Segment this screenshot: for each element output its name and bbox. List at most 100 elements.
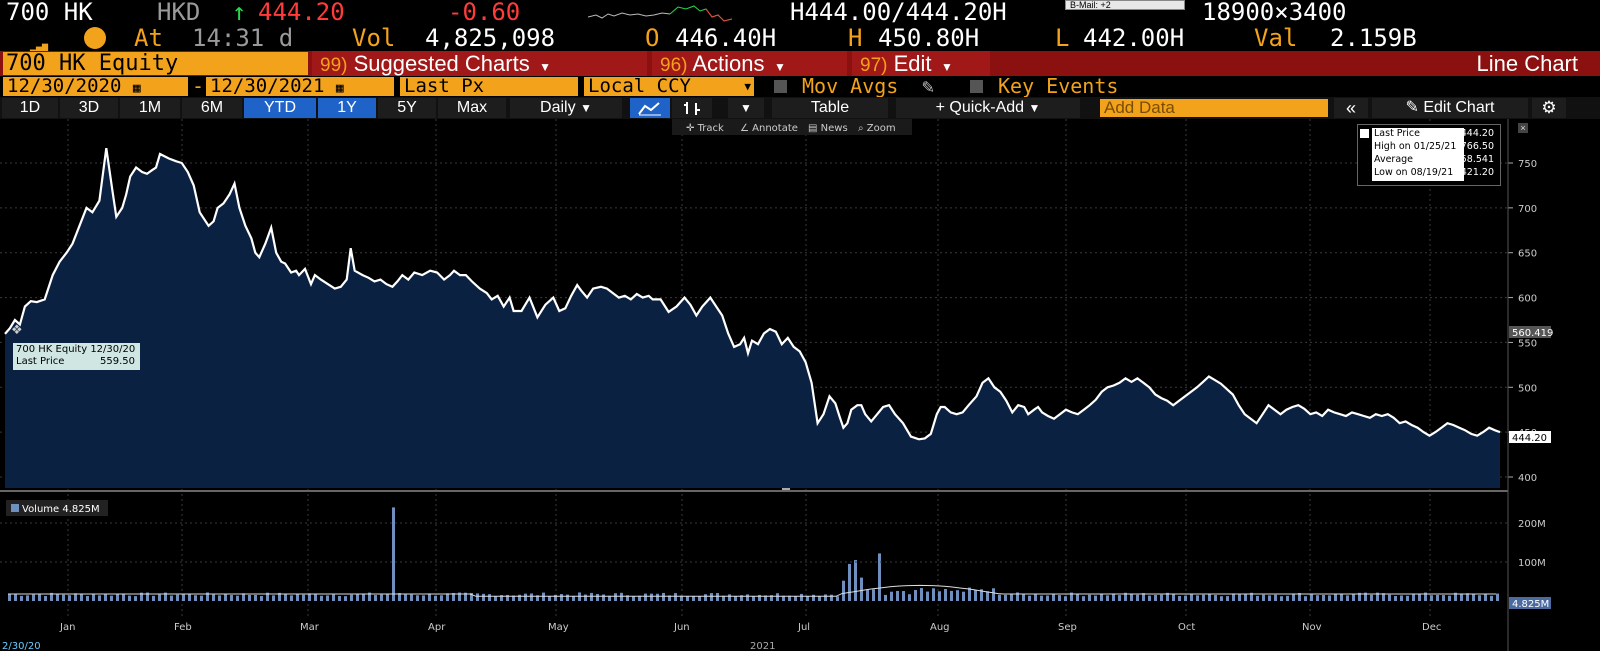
suggested-charts-button[interactable]: 99) Suggested Charts ▼ — [312, 51, 647, 76]
range-5y[interactable]: 5Y — [378, 98, 436, 118]
chevron-down-icon[interactable]: ▼ — [728, 98, 764, 118]
table-button[interactable]: Table — [772, 98, 888, 118]
volume-bar — [518, 594, 521, 601]
volume-bar — [212, 594, 215, 601]
volume-bar — [920, 588, 923, 601]
volume-bar — [1016, 592, 1019, 601]
end-date-field[interactable]: 12/30/2021 ▦ — [206, 77, 394, 96]
add-data-input[interactable]: Add Data — [1100, 99, 1328, 117]
volume-bar — [548, 596, 551, 601]
volume-bar — [1340, 594, 1343, 601]
volume-bar — [1094, 595, 1097, 601]
volume-bar — [1166, 592, 1169, 601]
volume-bar — [1382, 593, 1385, 601]
volume-bar — [1292, 593, 1295, 601]
volume-bar — [32, 594, 35, 601]
volume-bar — [1154, 594, 1157, 601]
volume-bar — [1160, 594, 1163, 601]
range-6m[interactable]: 6M — [182, 98, 242, 118]
line-chart-icon[interactable] — [630, 98, 670, 118]
volume-bar — [1088, 594, 1091, 601]
volume-bar — [962, 591, 965, 601]
volume-bar — [302, 594, 305, 601]
calendar-icon[interactable]: ▦ — [335, 81, 344, 96]
pencil-icon[interactable]: ✎ — [922, 74, 935, 98]
range-ytd[interactable]: YTD — [244, 98, 316, 118]
date-start-label: 2/30/20 — [2, 641, 41, 651]
volume-tick-label: 200M — [1518, 519, 1546, 530]
start-date-field[interactable]: 12/30/2020 ▦ — [3, 77, 188, 96]
period-select[interactable]: Daily ▼ — [510, 98, 622, 118]
volume-bar — [416, 595, 419, 601]
zoom-tool[interactable]: ⌕ Zoom — [858, 123, 896, 134]
price-tick-label: 750 — [1518, 159, 1537, 170]
volume-bar — [488, 594, 491, 601]
speedometer-icon[interactable] — [84, 27, 106, 49]
volume-bar — [950, 590, 953, 601]
calendar-icon[interactable]: ▦ — [132, 81, 141, 96]
range-max[interactable]: Max — [438, 98, 506, 118]
range-1d[interactable]: 1D — [2, 98, 58, 118]
key-events-label: Key Events — [998, 74, 1119, 98]
volume-bar — [266, 592, 269, 601]
ohlc-bars-icon[interactable] — [672, 98, 712, 118]
volume-bar — [374, 595, 377, 601]
volume-bar — [1052, 594, 1055, 601]
suggested-charts-num: 99) — [320, 55, 348, 76]
edit-chart-button[interactable]: ✎ Edit Chart — [1372, 98, 1528, 118]
volume-bar — [1268, 595, 1271, 601]
security-field[interactable]: 700 HK Equity — [3, 52, 308, 75]
volume-bar — [794, 596, 797, 601]
range-1y[interactable]: 1Y — [318, 98, 376, 118]
close-icon[interactable]: × — [1518, 123, 1528, 133]
edit-button[interactable]: 97) Edit ▼ — [852, 51, 990, 76]
volume-bar — [1346, 595, 1349, 601]
volume-bar — [26, 595, 29, 601]
collapse-icon[interactable]: « — [1334, 98, 1368, 118]
volume-bar — [590, 592, 593, 601]
period-value: Daily — [540, 99, 576, 116]
news-tool[interactable]: ▤ News — [808, 123, 848, 134]
volume-bar — [1070, 592, 1073, 601]
volume-bar — [440, 595, 443, 601]
volume-bar — [848, 563, 851, 601]
quick-add-button[interactable]: + Quick-Add ▼ — [896, 98, 1080, 118]
volume-bar — [1280, 596, 1283, 601]
track-tool[interactable]: ✛ Track — [686, 123, 724, 134]
crosshair-cursor-icon: ❖ — [11, 322, 23, 337]
volume-bar — [1202, 594, 1205, 601]
volume-bar — [1436, 594, 1439, 601]
volume-bar — [104, 593, 107, 601]
legend-checkbox[interactable] — [1360, 129, 1369, 138]
range-1m[interactable]: 1M — [120, 98, 180, 118]
range-3d[interactable]: 3D — [60, 98, 118, 118]
gear-icon[interactable]: ⚙ — [1532, 98, 1566, 118]
volume-bar — [1286, 595, 1289, 601]
volume-bars — [8, 507, 1499, 601]
quick-add-label: + Quick-Add — [935, 99, 1025, 116]
annotate-tool[interactable]: ∠ Annotate — [740, 123, 798, 134]
volume-bar — [1418, 594, 1421, 601]
volume-bar — [356, 593, 359, 601]
level-tag-value: 560.419 — [1512, 328, 1553, 339]
field-select[interactable]: Last Px — [400, 77, 578, 96]
volume-bar — [860, 577, 863, 601]
volume-bar — [1214, 595, 1217, 601]
series-legend[interactable]: Last Price High on 01/25/21 Average Low … — [1357, 124, 1501, 186]
currency-label: HKD — [157, 0, 201, 26]
volume-bar — [716, 593, 719, 601]
mov-avgs-checkbox[interactable] — [774, 80, 787, 93]
quote-stats: ▂▄▆ At 14:31 d Vol 4,825,098 O 446.40H H… — [0, 25, 1600, 53]
edit-label: Edit — [893, 51, 932, 76]
key-events-checkbox[interactable] — [970, 80, 983, 93]
bmail-popup[interactable]: B-Mail: +2 — [1065, 0, 1185, 10]
actions-button[interactable]: 96) Actions ▼ — [652, 51, 847, 76]
volume-bar — [572, 595, 575, 601]
volume-bar — [410, 594, 413, 601]
volume-bar — [458, 592, 461, 601]
volume-axis: 200M 100M — [0, 519, 1546, 569]
volume-bar — [158, 594, 161, 601]
currency-select[interactable]: Local CCY ▼ — [584, 77, 754, 96]
volume-bar — [1490, 595, 1493, 601]
